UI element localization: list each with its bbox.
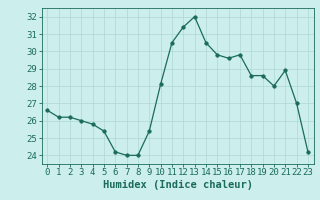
X-axis label: Humidex (Indice chaleur): Humidex (Indice chaleur) — [103, 180, 252, 190]
